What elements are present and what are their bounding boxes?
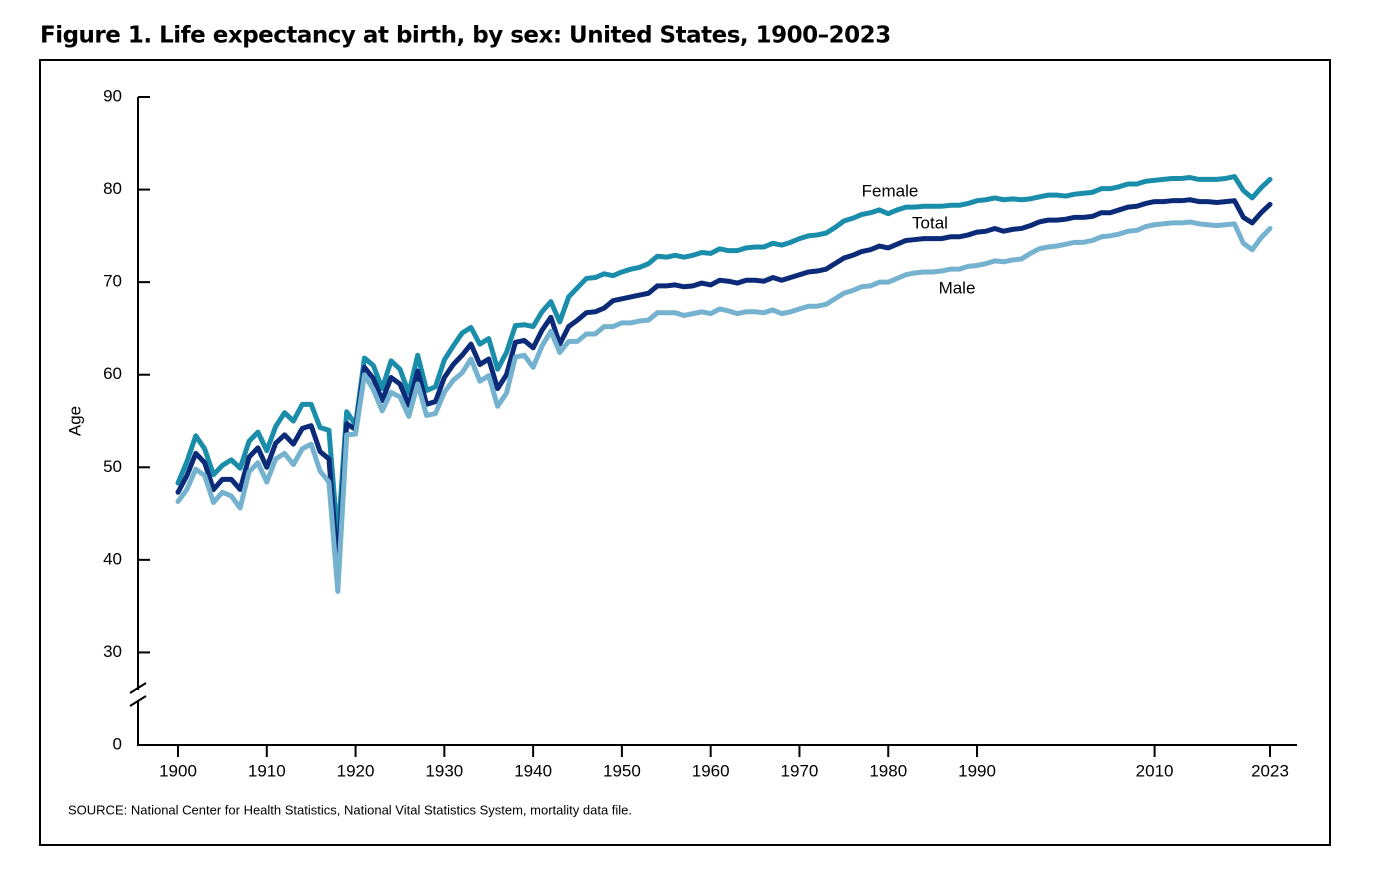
- x-tick-label: 1960: [692, 761, 730, 780]
- series-label: Total: [912, 213, 948, 232]
- y-tick-label: 60: [103, 364, 122, 383]
- y-tick-label: 90: [103, 86, 122, 105]
- y-tick-label: 40: [103, 549, 122, 568]
- x-tick-label: 1910: [248, 761, 286, 780]
- axis-break: [129, 682, 147, 694]
- series-line: [175, 219, 1273, 594]
- series-label: Female: [862, 181, 919, 200]
- x-tick-label: 1900: [159, 761, 197, 780]
- x-tick-label: 1940: [514, 761, 552, 780]
- source-note: SOURCE: National Center for Health Stati…: [68, 802, 632, 817]
- x-tick-label: 1990: [958, 761, 996, 780]
- x-tick-label: 1930: [425, 761, 463, 780]
- x-tick-label: 1980: [869, 761, 907, 780]
- y-tick-label: 70: [103, 272, 122, 291]
- x-tick-label: 1920: [337, 761, 375, 780]
- axes: [129, 97, 1297, 746]
- chart-title: Figure 1. Life expectancy at birth, by s…: [40, 23, 891, 49]
- y-tick-label: 30: [103, 642, 122, 661]
- y-axis-label: Age: [65, 406, 84, 436]
- axis-break: [129, 695, 147, 707]
- x-tick-label: 2023: [1251, 761, 1289, 780]
- frame: [39, 59, 1331, 846]
- series-label: Male: [939, 278, 976, 297]
- y-tick-label: 80: [103, 179, 122, 198]
- x-tick-label: 1950: [603, 761, 641, 780]
- y-tick-label: 0: [113, 734, 122, 753]
- x-tick-label: 1970: [781, 761, 819, 780]
- x-tick-label: 2010: [1136, 761, 1174, 780]
- y-tick-label: 50: [103, 457, 122, 476]
